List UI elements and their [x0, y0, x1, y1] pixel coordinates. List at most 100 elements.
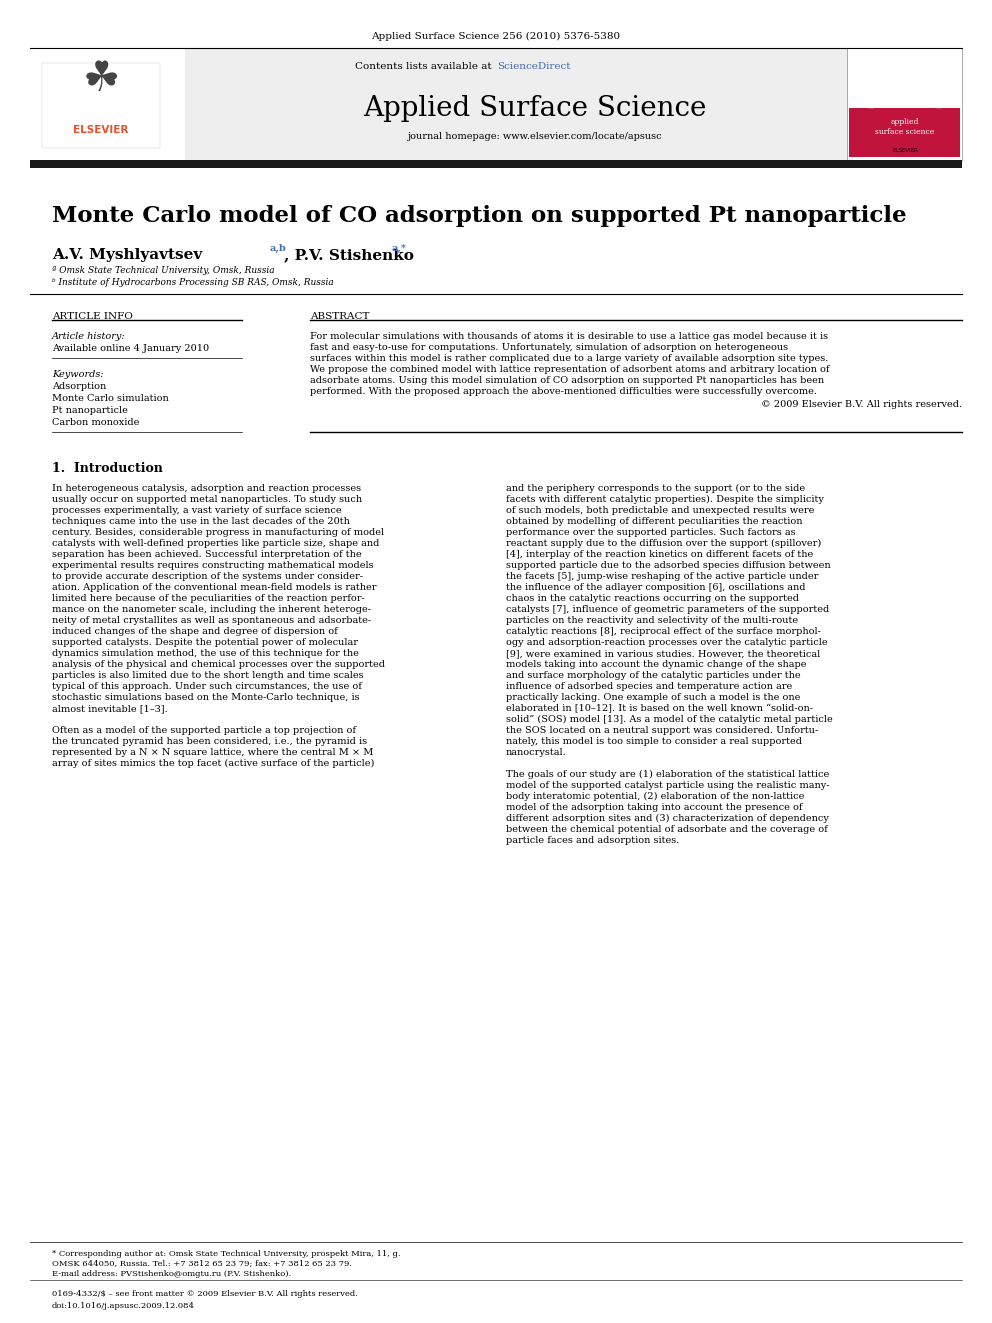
- Text: facets with different catalytic properties). Despite the simplicity: facets with different catalytic properti…: [506, 495, 824, 504]
- Text: analysis of the physical and chemical processes over the supported: analysis of the physical and chemical pr…: [52, 660, 385, 669]
- Bar: [30, 48, 185, 160]
- Text: and the periphery corresponds to the support (or to the side: and the periphery corresponds to the sup…: [506, 484, 806, 493]
- Text: the truncated pyramid has been considered, i.e., the pyramid is: the truncated pyramid has been considere…: [52, 737, 367, 746]
- Text: E-mail address: PVStishenko@omgtu.ru (P.V. Stishenko).: E-mail address: PVStishenko@omgtu.ru (P.…: [52, 1270, 291, 1278]
- Text: the facets [5], jump-wise reshaping of the active particle under: the facets [5], jump-wise reshaping of t…: [506, 572, 818, 581]
- Text: separation has been achieved. Successful interpretation of the: separation has been achieved. Successful…: [52, 550, 362, 560]
- Text: almost inevitable [1–3].: almost inevitable [1–3].: [52, 704, 168, 713]
- Text: particle faces and adsorption sites.: particle faces and adsorption sites.: [506, 836, 680, 845]
- Text: stochastic simulations based on the Monte-Carlo technique, is: stochastic simulations based on the Mont…: [52, 693, 360, 703]
- Text: ª Omsk State Technical University, Omsk, Russia: ª Omsk State Technical University, Omsk,…: [52, 266, 275, 275]
- Text: We propose the combined model with lattice representation of adsorbent atoms and: We propose the combined model with latti…: [310, 365, 829, 374]
- Text: particles is also limited due to the short length and time scales: particles is also limited due to the sho…: [52, 671, 364, 680]
- Bar: [42, 64, 160, 148]
- Text: Monte Carlo simulation: Monte Carlo simulation: [52, 394, 169, 404]
- Text: elaborated in [10–12]. It is based on the well known “solid-on-: elaborated in [10–12]. It is based on th…: [506, 704, 813, 713]
- Text: the influence of the adlayer composition [6], oscillations and: the influence of the adlayer composition…: [506, 583, 806, 591]
- Text: ARTICLE INFO: ARTICLE INFO: [52, 312, 133, 321]
- Text: Applied Surface Science 256 (2010) 5376-5380: Applied Surface Science 256 (2010) 5376-…: [371, 32, 621, 41]
- Text: body interatomic potential, (2) elaboration of the non-lattice: body interatomic potential, (2) elaborat…: [506, 792, 805, 802]
- Text: Applied Surface Science: Applied Surface Science: [363, 95, 706, 122]
- Text: experimental results requires constructing mathematical models: experimental results requires constructi…: [52, 561, 374, 570]
- Text: catalysts [7], influence of geometric parameters of the supported: catalysts [7], influence of geometric pa…: [506, 605, 829, 614]
- Text: ELSEVIER: ELSEVIER: [73, 124, 129, 135]
- Text: a,*: a,*: [392, 243, 407, 253]
- Text: dynamics simulation method, the use of this technique for the: dynamics simulation method, the use of t…: [52, 650, 359, 658]
- Text: ScienceDirect: ScienceDirect: [497, 62, 570, 71]
- Text: array of sites mimics the top facet (active surface of the particle): array of sites mimics the top facet (act…: [52, 759, 374, 769]
- Text: practically lacking. One example of such a model is the one: practically lacking. One example of such…: [506, 693, 801, 703]
- Text: , P.V. Stishenko: , P.V. Stishenko: [284, 247, 414, 262]
- Text: reactant supply due to the diffusion over the support (spillover): reactant supply due to the diffusion ove…: [506, 538, 821, 548]
- Text: nately, this model is too simple to consider a real supported: nately, this model is too simple to cons…: [506, 737, 802, 746]
- Text: Article history:: Article history:: [52, 332, 126, 341]
- Text: ᵇ Institute of Hydrocarbons Processing SB RAS, Omsk, Russia: ᵇ Institute of Hydrocarbons Processing S…: [52, 278, 333, 287]
- Text: processes experimentally, a vast variety of surface science: processes experimentally, a vast variety…: [52, 505, 341, 515]
- Text: 1.  Introduction: 1. Introduction: [52, 462, 163, 475]
- Text: typical of this approach. Under such circumstances, the use of: typical of this approach. Under such cir…: [52, 681, 362, 691]
- Text: a,b: a,b: [270, 243, 287, 253]
- Text: models taking into account the dynamic change of the shape: models taking into account the dynamic c…: [506, 660, 806, 669]
- Text: Contents lists available at: Contents lists available at: [355, 62, 495, 71]
- Text: Available online 4 January 2010: Available online 4 January 2010: [52, 344, 209, 353]
- Text: For molecular simulations with thousands of atoms it is desirable to use a latti: For molecular simulations with thousands…: [310, 332, 828, 341]
- Bar: [30, 160, 962, 168]
- Text: * Corresponding author at: Omsk State Technical University, prospekt Mira, 11, g: * Corresponding author at: Omsk State Te…: [52, 1250, 401, 1258]
- Text: and surface morphology of the catalytic particles under the: and surface morphology of the catalytic …: [506, 671, 801, 680]
- Text: neity of metal crystallites as well as spontaneous and adsorbate-: neity of metal crystallites as well as s…: [52, 617, 371, 624]
- Text: Monte Carlo model of CO adsorption on supported Pt nanoparticle: Monte Carlo model of CO adsorption on su…: [52, 205, 907, 228]
- Text: journal homepage: www.elsevier.com/locate/apsusc: journal homepage: www.elsevier.com/locat…: [408, 132, 663, 142]
- Text: ogy and adsorption-reaction processes over the catalytic particle: ogy and adsorption-reaction processes ov…: [506, 638, 827, 647]
- Text: supported particle due to the adsorbed species diffusion between: supported particle due to the adsorbed s…: [506, 561, 830, 570]
- Text: [4], interplay of the reaction kinetics on different facets of the: [4], interplay of the reaction kinetics …: [506, 550, 813, 560]
- Text: Often as a model of the supported particle a top projection of: Often as a model of the supported partic…: [52, 726, 356, 736]
- Text: obtained by modelling of different peculiarities the reaction: obtained by modelling of different pecul…: [506, 517, 803, 527]
- Text: represented by a N × N square lattice, where the central M × M: represented by a N × N square lattice, w…: [52, 747, 373, 757]
- Text: OMSK 644050, Russia. Tel.: +7 3812 65 23 79; fax: +7 3812 65 23 79.: OMSK 644050, Russia. Tel.: +7 3812 65 23…: [52, 1259, 352, 1267]
- Text: doi:10.1016/j.apsusc.2009.12.084: doi:10.1016/j.apsusc.2009.12.084: [52, 1302, 195, 1310]
- Text: model of the supported catalyst particle using the realistic many-: model of the supported catalyst particle…: [506, 781, 829, 790]
- Text: Adsorption: Adsorption: [52, 382, 106, 392]
- Text: model of the adsorption taking into account the presence of: model of the adsorption taking into acco…: [506, 803, 803, 812]
- Text: usually occur on supported metal nanoparticles. To study such: usually occur on supported metal nanopar…: [52, 495, 362, 504]
- Text: chaos in the catalytic reactions occurring on the supported: chaos in the catalytic reactions occurri…: [506, 594, 799, 603]
- Text: century. Besides, considerable progress in manufacturing of model: century. Besides, considerable progress …: [52, 528, 384, 537]
- Text: ☘: ☘: [82, 58, 120, 101]
- Bar: [847, 48, 962, 160]
- Bar: [30, 48, 962, 160]
- Text: influence of adsorbed species and temperature action are: influence of adsorbed species and temper…: [506, 681, 793, 691]
- Text: between the chemical potential of adsorbate and the coverage of: between the chemical potential of adsorb…: [506, 826, 827, 833]
- Text: applied
surface science: applied surface science: [875, 118, 934, 136]
- Text: to provide accurate description of the systems under consider-: to provide accurate description of the s…: [52, 572, 363, 581]
- Text: Keywords:: Keywords:: [52, 370, 103, 378]
- Text: nanocrystal.: nanocrystal.: [506, 747, 566, 757]
- Text: supported catalysts. Despite the potential power of molecular: supported catalysts. Despite the potenti…: [52, 638, 358, 647]
- Text: [9], were examined in various studies. However, the theoretical: [9], were examined in various studies. H…: [506, 650, 820, 658]
- Text: of such models, both predictable and unexpected results were: of such models, both predictable and une…: [506, 505, 814, 515]
- Text: mance on the nanometer scale, including the inherent heteroge-: mance on the nanometer scale, including …: [52, 605, 371, 614]
- Text: particles on the reactivity and selectivity of the multi-route: particles on the reactivity and selectiv…: [506, 617, 799, 624]
- Text: fast and easy-to-use for computations. Unfortunately, simulation of adsorption o: fast and easy-to-use for computations. U…: [310, 343, 788, 352]
- Text: limited here because of the peculiarities of the reaction perfor-: limited here because of the peculiaritie…: [52, 594, 365, 603]
- Text: Carbon monoxide: Carbon monoxide: [52, 418, 139, 427]
- Text: 0169-4332/$ – see front matter © 2009 Elsevier B.V. All rights reserved.: 0169-4332/$ – see front matter © 2009 El…: [52, 1290, 358, 1298]
- Text: ELSEVIER: ELSEVIER: [892, 148, 918, 153]
- Text: the SOS located on a neutral support was considered. Unfortu-: the SOS located on a neutral support was…: [506, 726, 818, 736]
- Text: ation. Application of the conventional mean-field models is rather: ation. Application of the conventional m…: [52, 583, 377, 591]
- Text: ABSTRACT: ABSTRACT: [310, 312, 369, 321]
- Text: induced changes of the shape and degree of dispersion of: induced changes of the shape and degree …: [52, 627, 337, 636]
- Text: surfaces within this model is rather complicated due to a large variety of avail: surfaces within this model is rather com…: [310, 355, 828, 363]
- Text: adsorbate atoms. Using this model simulation of CO adsorption on supported Pt na: adsorbate atoms. Using this model simula…: [310, 376, 824, 385]
- Text: Pt nanoparticle: Pt nanoparticle: [52, 406, 128, 415]
- Text: different adsorption sites and (3) characterization of dependency: different adsorption sites and (3) chara…: [506, 814, 829, 823]
- Text: catalysts with well-defined properties like particle size, shape and: catalysts with well-defined properties l…: [52, 538, 379, 548]
- Text: The goals of our study are (1) elaboration of the statistical lattice: The goals of our study are (1) elaborati…: [506, 770, 829, 779]
- Text: techniques came into the use in the last decades of the 20th: techniques came into the use in the last…: [52, 517, 350, 527]
- Text: performance over the supported particles. Such factors as: performance over the supported particles…: [506, 528, 796, 537]
- Text: solid” (SOS) model [13]. As a model of the catalytic metal particle: solid” (SOS) model [13]. As a model of t…: [506, 714, 832, 724]
- Text: © 2009 Elsevier B.V. All rights reserved.: © 2009 Elsevier B.V. All rights reserved…: [761, 400, 962, 409]
- Bar: [849, 108, 960, 157]
- Bar: [849, 50, 960, 108]
- Text: performed. With the proposed approach the above-mentioned difficulties were succ: performed. With the proposed approach th…: [310, 388, 817, 396]
- Text: A.V. Myshlyavtsev: A.V. Myshlyavtsev: [52, 247, 202, 262]
